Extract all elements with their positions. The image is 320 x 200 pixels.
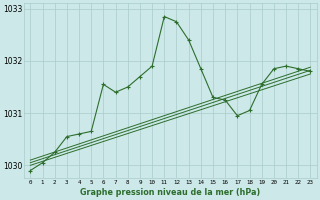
- X-axis label: Graphe pression niveau de la mer (hPa): Graphe pression niveau de la mer (hPa): [80, 188, 260, 197]
